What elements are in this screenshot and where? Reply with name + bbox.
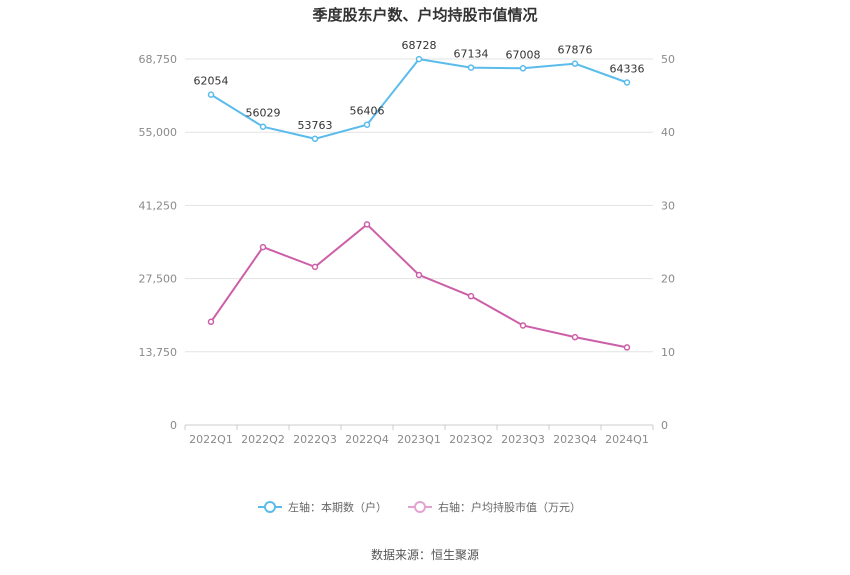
right-tick-label: 40: [661, 126, 675, 139]
data-point[interactable]: [571, 60, 579, 67]
x-tick-label: 2023Q3: [501, 433, 545, 446]
series-line: [210, 223, 628, 349]
series-avg-holding-value: [207, 221, 631, 351]
left-tick-label: 68,750: [139, 53, 178, 66]
series-shareholder-count: 62054 56029 53763 56406 68728 67134 67008 67876…: [194, 39, 645, 143]
data-label: 68728: [402, 39, 437, 52]
data-point[interactable]: [519, 322, 527, 329]
data-point[interactable]: [207, 318, 215, 326]
series-layer: 62054 56029 53763 56406 68728 67134 67008 67876…: [194, 39, 645, 351]
series-line: [210, 58, 628, 140]
data-point[interactable]: [311, 263, 319, 271]
right-y-axis: 0 10 20 30 40 50: [661, 53, 675, 432]
left-tick-label: 55,000: [139, 126, 178, 139]
left-tick-label: 41,250: [139, 199, 178, 212]
legend-label: 右轴：户均持股市值（万元）: [438, 500, 581, 514]
right-tick-label: 30: [661, 199, 675, 212]
x-tick-label: 2022Q1: [189, 433, 233, 446]
data-point[interactable]: [363, 121, 371, 128]
data-point[interactable]: [363, 221, 371, 228]
data-label: 53763: [298, 119, 333, 132]
x-tick-label: 2022Q3: [293, 433, 337, 446]
data-label: 67134: [454, 48, 489, 61]
x-tick-label: 2024Q1: [605, 433, 649, 446]
data-point[interactable]: [519, 65, 527, 72]
left-tick-label: 27,500: [139, 273, 178, 286]
legend-label: 左轴：本期数（户）: [288, 500, 387, 514]
data-label: 64336: [610, 62, 645, 75]
legend-item[interactable]: 左轴：本期数（户）: [258, 500, 387, 514]
data-point[interactable]: [571, 333, 579, 341]
left-tick-label: 13,750: [139, 346, 178, 359]
data-point[interactable]: [415, 271, 423, 279]
x-tick-label: 2023Q4: [553, 433, 597, 446]
right-tick-label: 10: [661, 346, 675, 359]
legend-marker: [414, 501, 426, 513]
right-tick-label: 20: [661, 273, 675, 286]
x-axis: 2022Q1 2022Q2 2022Q3 2022Q4 2023Q1 2023Q2 2023…: [184, 425, 654, 446]
data-label: 62054: [194, 75, 229, 88]
data-point[interactable]: [415, 55, 423, 63]
chart-title: 季度股东户数、户均持股市值情况: [312, 6, 537, 24]
legend-marker: [264, 501, 276, 513]
x-tick-label: 2023Q1: [397, 433, 441, 446]
data-point[interactable]: [623, 79, 631, 86]
right-tick-label: 50: [661, 53, 675, 66]
right-tick-label: 0: [661, 419, 668, 432]
data-point[interactable]: [311, 135, 319, 143]
legend[interactable]: 左轴：本期数（户） 右轴：户均持股市值（万元）: [258, 500, 581, 514]
data-point[interactable]: [467, 64, 475, 71]
data-source: 数据来源：恒生聚源: [371, 547, 479, 562]
data-label: 56029: [246, 107, 281, 120]
data-label: 67008: [506, 48, 541, 61]
data-point[interactable]: [623, 344, 631, 351]
data-point[interactable]: [259, 243, 267, 251]
x-tick-label: 2022Q2: [241, 433, 285, 446]
data-point[interactable]: [207, 91, 215, 98]
x-tick-label: 2022Q4: [345, 433, 389, 446]
left-tick-label: 0: [170, 419, 177, 432]
data-point[interactable]: [467, 292, 475, 300]
legend-item[interactable]: 右轴：户均持股市值（万元）: [408, 500, 581, 514]
left-y-axis: 0 13,750 27,500 41,250 55,000 68,750: [139, 53, 178, 432]
data-label: 67876: [558, 44, 593, 57]
x-tick-label: 2023Q2: [449, 433, 493, 446]
data-label: 56406: [350, 105, 385, 118]
data-point[interactable]: [259, 123, 267, 130]
